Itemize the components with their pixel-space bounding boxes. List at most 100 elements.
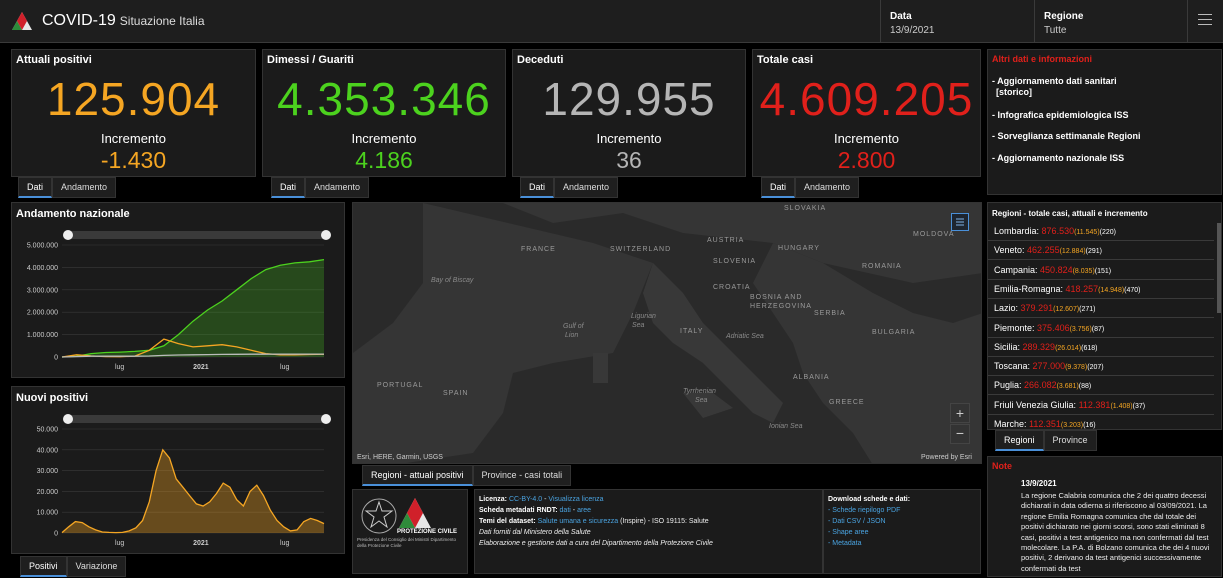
- map-label-slovakia: SLOVAKIA: [784, 205, 827, 212]
- tab-andamento[interactable]: Andamento: [795, 177, 860, 198]
- card-title: Attuali positivi: [16, 54, 92, 66]
- card-attuali-positivi: Attuali positivi 125.904 Incremento -1.4…: [11, 49, 256, 177]
- map-label-portugal: PORTUGAL: [377, 382, 424, 389]
- info-link-aggiornamento[interactable]: - Aggiornamento dati sanitari: [992, 76, 1117, 86]
- map-sea-biscay: Bay of Biscay: [431, 277, 474, 284]
- range-slider-track: [68, 231, 326, 239]
- region-increment: (220): [1099, 229, 1116, 236]
- card-title: Dimessi / Guariti: [267, 54, 354, 66]
- card-deceduti: Deceduti 129.955 Incremento 36: [512, 49, 746, 177]
- region-increment: (16): [1083, 422, 1096, 429]
- range-slider-track: [68, 415, 326, 423]
- note-text: La regione Calabria comunica che 2 dei q…: [1021, 491, 1210, 573]
- region-total: 462.255: [1027, 245, 1060, 256]
- download-pdf-link[interactable]: - Schede riepilogo PDF: [828, 507, 901, 514]
- region-current: (3.756): [1069, 325, 1092, 333]
- region-current: (1.408): [1110, 402, 1133, 410]
- logos-panel: PROTEZIONE CIVILE Presidenza del Consigl…: [352, 489, 468, 574]
- date-value[interactable]: 13/9/2021: [890, 25, 935, 36]
- tab-dati[interactable]: Dati: [271, 177, 306, 198]
- region-name: Toscana:: [994, 361, 1031, 372]
- protezione-civile-text: PROTEZIONE CIVILE: [397, 529, 458, 535]
- region-value[interactable]: Tutte: [1044, 25, 1067, 36]
- map-sea-adriatic: Adriatic Sea: [726, 333, 764, 340]
- download-title: Download schede e dati:: [828, 496, 911, 503]
- map-sea-lion: Gulf of: [563, 323, 584, 330]
- region-current: (26.014): [1055, 344, 1082, 352]
- zoom-in-icon[interactable]: +: [950, 403, 970, 423]
- tab-regioni-attuali-positivi[interactable]: Regioni - attuali positivi: [362, 465, 473, 486]
- region-total: 289.329: [1022, 341, 1056, 352]
- tab-dati[interactable]: Dati: [520, 177, 555, 198]
- region-row[interactable]: Sicilia: 289.329(26.014)(618): [988, 338, 1214, 357]
- license-link[interactable]: CC-BY-4.0: [508, 496, 543, 503]
- y-tick-label: 3.000.000: [27, 287, 58, 294]
- region-row[interactable]: Veneto: 462.255(12.884)(291): [988, 241, 1214, 261]
- x-tick-label: 2021: [193, 364, 209, 371]
- info-link-sorveglianza[interactable]: - Sorveglianza settimanale Regioni: [992, 131, 1141, 141]
- card-title: Deceduti: [517, 54, 564, 66]
- area-chart[interactable]: 50.000 40.000 30.000 20.000 10.000 0 lug 2021 lu…: [12, 411, 344, 553]
- map-label-bosnia: BOSNIA AND: [750, 294, 803, 301]
- region-row[interactable]: Lazio: 379.291(12.607)(271): [988, 299, 1214, 319]
- tab-positivi[interactable]: Positivi: [20, 556, 67, 577]
- zoom-out-icon[interactable]: −: [950, 424, 970, 444]
- chart-andamento-nazionale: Andamento nazionale 5.000.000 4.000.000 3.…: [11, 202, 345, 378]
- map-view[interactable]: SLOVAKIA MOLDOVA FRANCE SWITZERLAND AUST…: [352, 202, 982, 464]
- card-increment-label: Incremento: [833, 131, 900, 146]
- y-tick-label: 4.000.000: [27, 265, 58, 272]
- view-license-link[interactable]: Visualizza licenza: [548, 496, 604, 503]
- download-metadata-link[interactable]: - Metadata: [828, 540, 862, 547]
- card-value: 129.955: [542, 73, 716, 125]
- y-tick-label: 1.000.000: [27, 332, 58, 339]
- tab-andamento[interactable]: Andamento: [305, 177, 370, 198]
- metadata-aree-link[interactable]: aree: [577, 507, 592, 514]
- region-current: (12.607): [1053, 306, 1080, 314]
- line-chart[interactable]: 5.000.000 4.000.000 3.000.000 2.000.000 1.00…: [12, 227, 344, 377]
- region-row[interactable]: Piemonte: 375.406(3.756)(87): [988, 319, 1214, 338]
- tab-andamento[interactable]: Andamento: [554, 177, 619, 198]
- region-row[interactable]: Emilia-Romagna: 418.257(14.948)(470): [988, 280, 1214, 299]
- region-name: Marche:: [994, 419, 1027, 429]
- info-link-storico[interactable]: [storico]: [996, 87, 1032, 97]
- hamburger-menu-icon[interactable]: [1198, 14, 1212, 26]
- download-shape-link[interactable]: - Shape aree: [828, 529, 869, 536]
- region-row[interactable]: Lombardia: 876.530(11.545)(220): [988, 222, 1214, 241]
- regions-scrollbar[interactable]: [1217, 223, 1221, 313]
- tab-regioni[interactable]: Regioni: [995, 430, 1044, 451]
- info-link-infografica[interactable]: - Infografica epidemiologica ISS: [992, 110, 1129, 120]
- license-panel: Licenza: CC-BY-4.0 - Visualizza licenza …: [474, 489, 823, 574]
- card-increment: 2.800: [837, 147, 896, 173]
- tab-province-casi-totali[interactable]: Province - casi totali: [472, 465, 572, 486]
- region-row[interactable]: Campania: 450.824(8.035)(151): [988, 261, 1214, 280]
- map-label-greece: GREECE: [829, 399, 865, 406]
- region-row[interactable]: Toscana: 277.000(9.378)(207): [988, 357, 1214, 377]
- region-increment: (291): [1085, 248, 1103, 256]
- tab-dati[interactable]: Dati: [18, 177, 53, 198]
- download-csv-json-link[interactable]: - Dati CSV / JSON: [828, 518, 886, 525]
- region-total: 375.406: [1037, 322, 1070, 333]
- region-total: 112.381: [1078, 399, 1111, 410]
- tab-province[interactable]: Province: [1043, 430, 1097, 451]
- region-total: 112.351: [1029, 419, 1061, 429]
- range-slider-handle-start: [63, 230, 73, 240]
- map-label-austria: AUSTRIA: [707, 237, 745, 244]
- region-current: (12.884): [1059, 248, 1086, 256]
- protezione-civile-logo-icon: [399, 498, 431, 528]
- metadata-dati-link[interactable]: dati: [559, 507, 571, 514]
- region-row[interactable]: Puglia: 266.082(3.681)(88): [988, 376, 1214, 396]
- x-tick-label: lug: [280, 540, 289, 547]
- region-row[interactable]: Marche: 112.351(3.203)(16): [988, 415, 1214, 429]
- map-powered-by[interactable]: Powered by Esri: [921, 454, 972, 461]
- region-row[interactable]: Friuli Venezia Giulia: 112.381(1.408)(37…: [988, 396, 1214, 415]
- x-tick-label: lug: [280, 364, 289, 371]
- tab-variazione[interactable]: Variazione: [66, 556, 127, 577]
- info-link-iss[interactable]: - Aggiornamento nazionale ISS: [992, 153, 1125, 163]
- x-tick-label: 2021: [193, 540, 209, 547]
- temi-link[interactable]: Salute umana e sicurezza: [537, 518, 619, 525]
- y-tick-label: 50.000: [37, 427, 59, 434]
- legend-list-icon[interactable]: [951, 213, 969, 231]
- tab-andamento[interactable]: Andamento: [52, 177, 117, 198]
- map-label-bulgaria: BULGARIA: [872, 329, 916, 336]
- tab-dati[interactable]: Dati: [761, 177, 796, 198]
